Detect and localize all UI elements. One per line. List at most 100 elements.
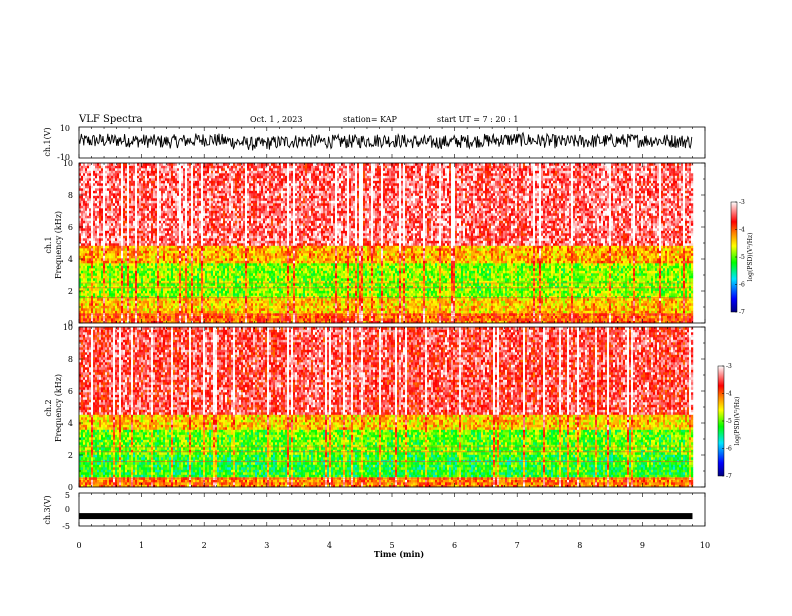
spectrogram-cell [181,166,183,169]
spectrogram-cell [193,283,195,286]
spectrogram-cell [123,198,125,201]
spectrogram-cell [197,276,199,279]
spectrogram-cell [127,293,129,296]
spectrogram-cell [115,228,117,231]
spectrogram-cell [107,278,109,281]
spectrogram-cell [137,218,139,221]
spectrogram-cell [89,263,91,266]
spectrogram-cell [89,278,91,281]
spectrogram-cell [161,196,163,199]
spectrogram-cell [81,283,83,286]
spectrogram-cell [105,173,107,176]
spectrogram-cell [151,301,153,304]
spectrogram-cell [159,171,161,174]
spectrogram-cell [105,263,107,266]
spectrogram-cell [105,183,107,186]
spectrogram-cell [205,271,207,274]
spectrogram-cell [165,291,167,294]
spectrogram-cell [83,166,85,169]
spectrogram-cell [173,276,175,279]
spectrogram-cell [125,271,127,274]
spectrogram-cell [123,228,125,231]
spectrogram-cell [159,261,161,264]
spectrogram-cell [103,198,105,201]
spectrogram-cell [179,256,181,259]
spectrogram-cell [191,226,193,229]
spectrogram-cell [153,218,155,221]
spectrogram-cell [85,238,87,241]
spectrogram-cell [131,243,133,246]
spectrogram-cell [133,206,135,209]
spectrogram-cell [169,258,171,261]
spectrogram-cell [115,196,117,199]
spectrogram-cell [93,171,95,174]
spectrogram-cell [155,311,157,314]
spectrogram-cell [117,208,119,211]
spectrogram-cell [81,261,83,264]
spectrogram-cell [115,273,117,276]
spectrogram-cell [183,253,185,256]
spectrogram-cell [81,246,83,249]
spectrogram-cell [157,268,159,271]
spectrogram-cell [203,291,205,294]
spectrogram-cell [205,193,207,196]
spectrogram-cell [161,198,163,201]
spectrogram-cell [175,171,177,174]
spectrogram-cell [175,268,177,271]
spectrogram-cell [197,293,199,296]
spectrogram-cell [161,238,163,241]
spectrogram-cell [203,181,205,184]
spectrogram-cell [177,221,179,224]
spectrogram-cell [115,268,117,271]
spectrogram-cell [107,226,109,229]
spectrogram-cell [95,253,97,256]
spectrogram-cell [181,283,183,286]
spectrogram-cell [99,191,101,194]
spectrogram-cell [151,278,153,281]
spectrogram-cell [197,163,199,166]
spectrogram-cell [181,203,183,206]
spectrogram-cell [163,178,165,181]
spectrogram-cell [149,248,151,251]
spectrogram-cell [163,288,165,291]
spectrogram-cell [107,166,109,169]
spectrogram-cell [171,166,173,169]
spectrogram-cell [147,188,149,191]
spectrogram-cell [191,213,193,216]
spectrogram-cell [185,306,187,309]
spectrogram-cell [125,253,127,256]
spectrogram-cell [147,268,149,271]
spectrogram-cell [143,236,145,239]
spectrogram-cell [145,171,147,174]
spectrogram-cell [191,188,193,191]
spectrogram-cell [105,168,107,171]
spectrogram-cell [97,203,99,206]
spectrogram-cell [191,283,193,286]
spectrogram-cell [81,258,83,261]
spectrogram-cell [197,206,199,209]
spectrogram-cell [171,266,173,269]
spectrogram-cell [109,176,111,179]
spectrogram-cell [205,208,207,211]
spectrogram-cell [199,246,201,249]
spectrogram-cell [165,266,167,269]
spectrogram-cell [99,291,101,294]
spectrogram-cell [121,188,123,191]
spectrogram-cell [127,223,129,226]
spectrogram-cell [195,173,197,176]
spectrogram-cell [115,211,117,214]
spectrogram-cell [87,291,89,294]
spectrogram-cell [105,176,107,179]
spectrogram-cell [119,228,121,231]
spectrogram-cell [109,261,111,264]
spectrogram-cell [119,261,121,264]
spectrogram-cell [81,176,83,179]
spectrogram-cell [87,173,89,176]
spectrogram-cell [101,263,103,266]
spectrogram-cell [191,216,193,219]
spectrogram-cell [203,211,205,214]
spectrogram-cell [195,226,197,229]
spectrogram-cell [185,171,187,174]
spectrogram-cell [179,221,181,224]
spectrogram-cell [135,173,137,176]
